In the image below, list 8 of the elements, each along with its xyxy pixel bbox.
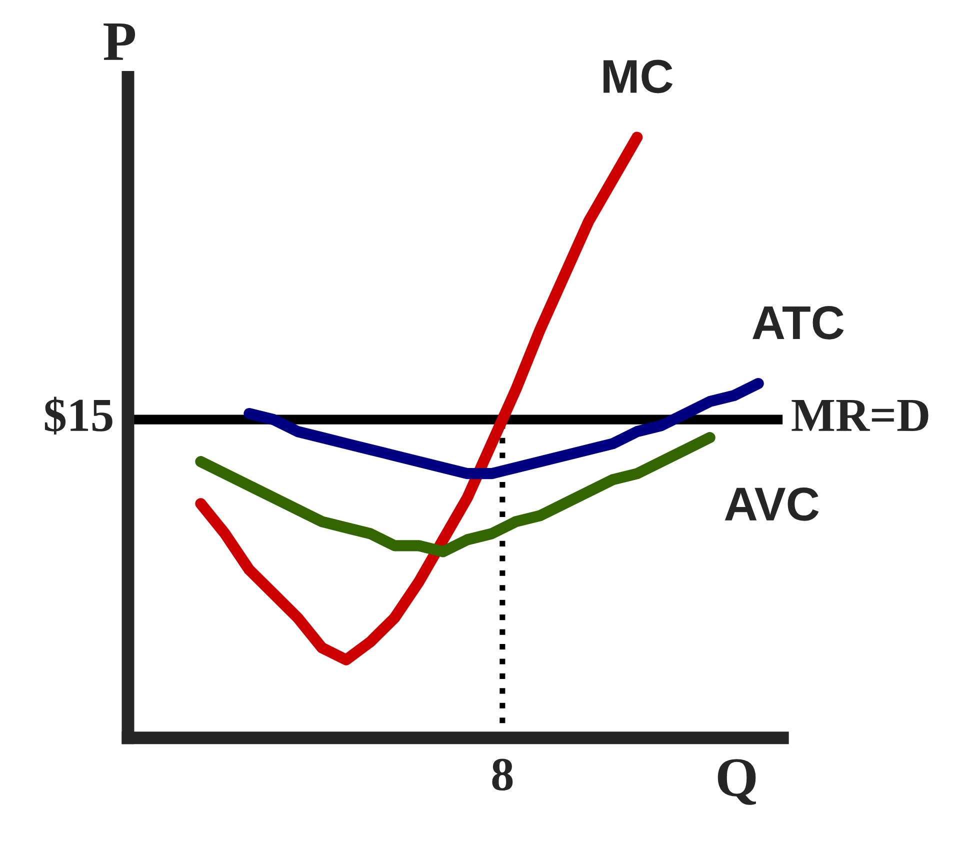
text: 8 — [492, 758, 513, 791]
x-axis-title: Q — [718, 759, 756, 805]
y-axis-title: P — [104, 23, 136, 60]
text: $15 — [44, 396, 112, 435]
series-label: MC — [604, 60, 673, 94]
series-label: AVC — [724, 487, 819, 521]
series-label: ATC — [752, 306, 844, 340]
ref-line-label: MR=D — [792, 400, 928, 432]
